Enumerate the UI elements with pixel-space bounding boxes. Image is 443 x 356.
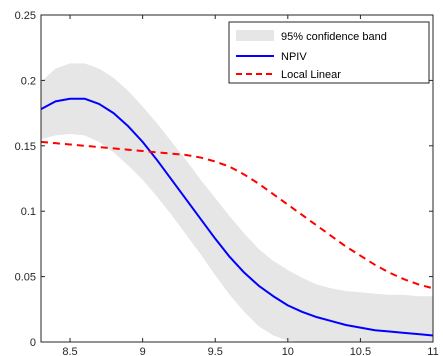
x-tick-label: 9 [140, 346, 146, 356]
x-tick-label: 10 [282, 346, 294, 356]
series-line-local-linear [41, 140, 433, 290]
y-tick-label: 0.1 [21, 206, 36, 218]
y-tick-label: 0.25 [15, 10, 36, 22]
y-tick-label: 0 [30, 337, 36, 349]
y-tick-label: 0.05 [15, 272, 36, 284]
legend-label-npiv: NPIV [281, 51, 307, 63]
axes-box [40, 14, 434, 343]
x-tick-label: 11 [427, 346, 438, 356]
confidence-band [41, 63, 433, 342]
legend: 95% confidence band NPIV Local Linear [228, 21, 430, 84]
legend-swatch-band [236, 30, 274, 41]
series-line-npiv [41, 97, 433, 337]
x-tick-label: 10.5 [350, 346, 371, 356]
x-tick-label: 9.5 [208, 346, 223, 356]
legend-label-band: 95% confidence band [281, 31, 387, 43]
y-tick-label: 0.2 [21, 75, 36, 87]
legend-label-local-linear: Local Linear [281, 69, 341, 81]
y-tick-label: 0.15 [15, 141, 36, 153]
x-tick-label: 8.5 [62, 346, 77, 356]
